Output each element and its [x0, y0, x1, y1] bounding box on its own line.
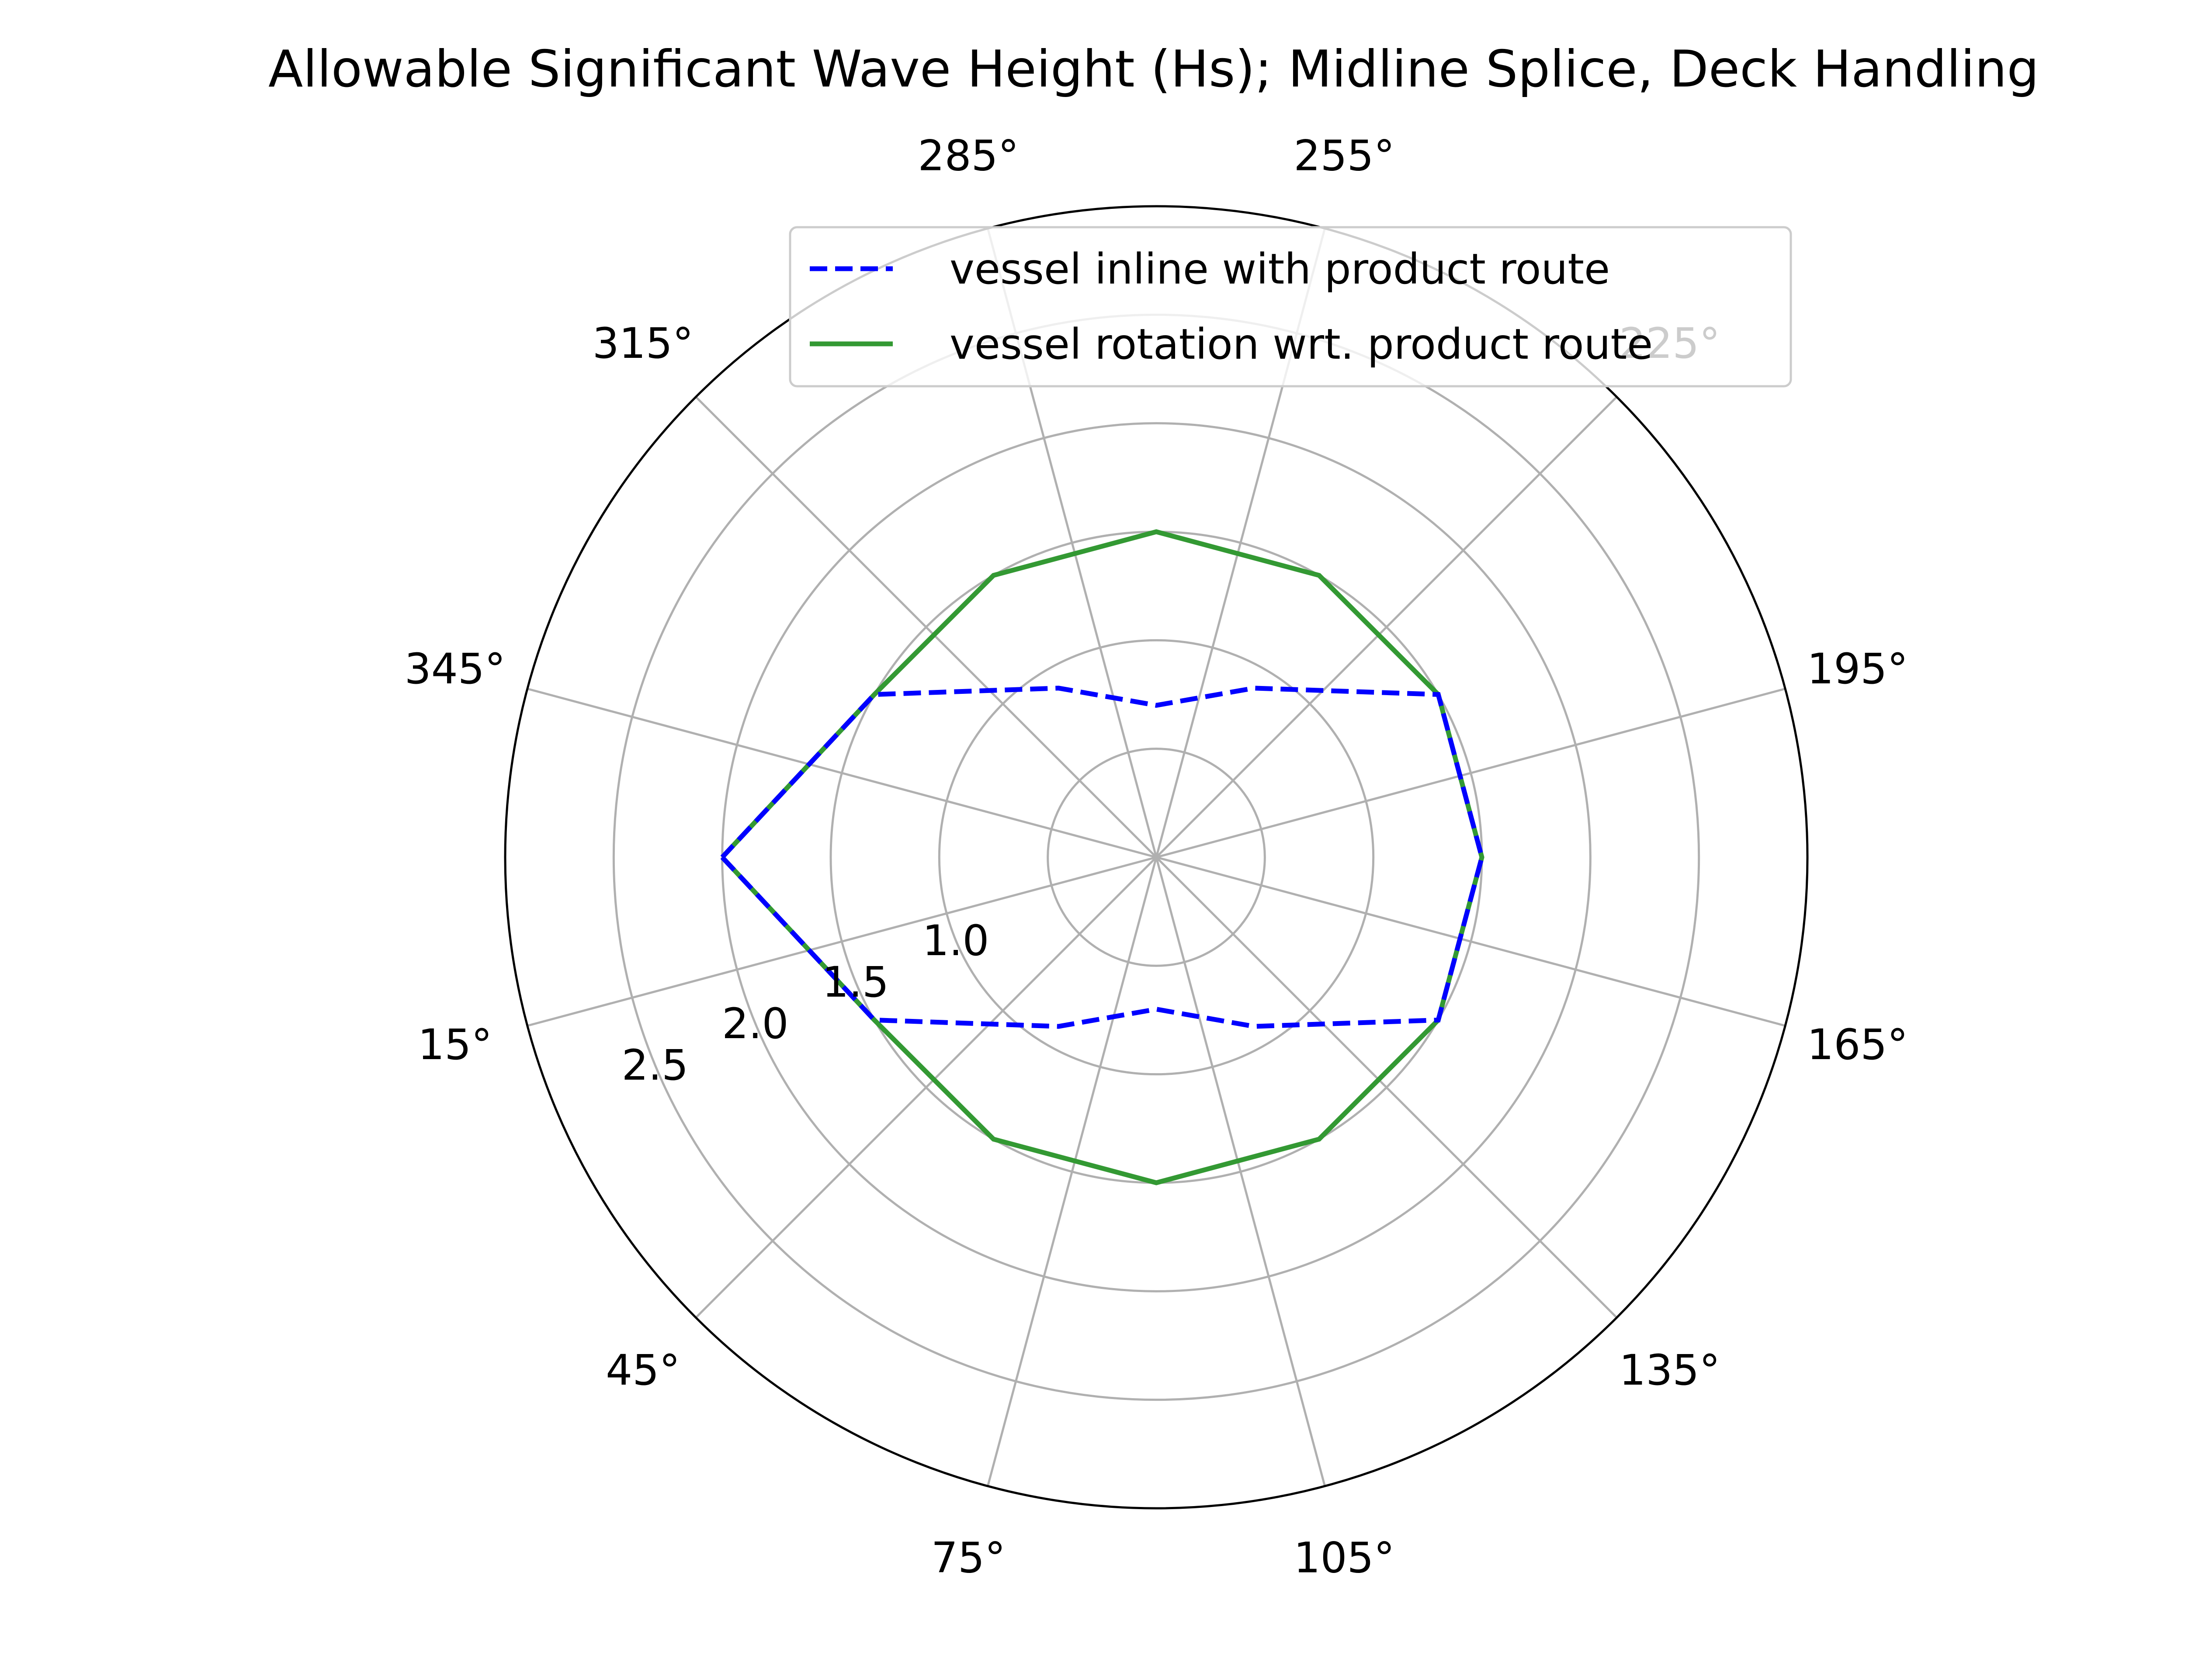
r-tick-label: 1.5 — [822, 958, 889, 1007]
angular-grid-line — [527, 856, 1157, 1027]
tick-labels: 15°45°75°105°135°165°195°225°255°285°315… — [405, 131, 1908, 1582]
chart-title: Allowable Significant Wave Height (Hs); … — [268, 40, 2039, 99]
r-tick-label: 1.0 — [923, 916, 989, 965]
legend-entry-label: vessel rotation wrt. product route — [950, 320, 1653, 369]
theta-tick-label: 135° — [1619, 1346, 1720, 1395]
angular-grid-line — [695, 856, 1157, 1319]
angular-grid-line — [1156, 856, 1786, 1027]
theta-tick-label: 195° — [1807, 644, 1908, 693]
angular-grid-line — [1155, 857, 1326, 1486]
polar-outer-spine — [504, 205, 1809, 1510]
theta-tick-label: 345° — [405, 644, 506, 693]
r-tick-label: 2.0 — [722, 999, 789, 1048]
angular-grid-line — [1156, 687, 1786, 859]
theta-tick-label: 285° — [918, 131, 1019, 180]
angular-grid-line — [527, 687, 1157, 859]
legend: vessel inline with product route vessel r… — [789, 226, 1792, 388]
series-line — [720, 686, 1484, 1029]
angular-grid-line — [1155, 856, 1618, 1319]
theta-tick-label: 105° — [1294, 1534, 1394, 1583]
polar-grid — [504, 205, 1809, 1510]
legend-box — [789, 226, 1792, 388]
theta-tick-label: 15° — [418, 1020, 492, 1069]
theta-tick-label: 315° — [593, 319, 694, 368]
series-line — [720, 529, 1484, 1185]
legend-entry-label: vessel inline with product route — [950, 245, 1610, 294]
series-lines — [720, 529, 1484, 1185]
r-tick-label: 2.5 — [622, 1041, 689, 1090]
theta-tick-label: 75° — [931, 1534, 1006, 1583]
theta-tick-label: 165° — [1807, 1020, 1908, 1069]
angular-grid-line — [1155, 396, 1618, 858]
theta-tick-label: 45° — [606, 1346, 680, 1395]
radial-grid-circle — [938, 639, 1375, 1076]
angular-grid-line — [695, 396, 1157, 858]
radial-grid-circle — [721, 422, 1592, 1292]
angular-grid-line — [986, 857, 1158, 1486]
theta-tick-label: 255° — [1294, 131, 1394, 180]
radial-grid-circle — [1047, 748, 1266, 967]
